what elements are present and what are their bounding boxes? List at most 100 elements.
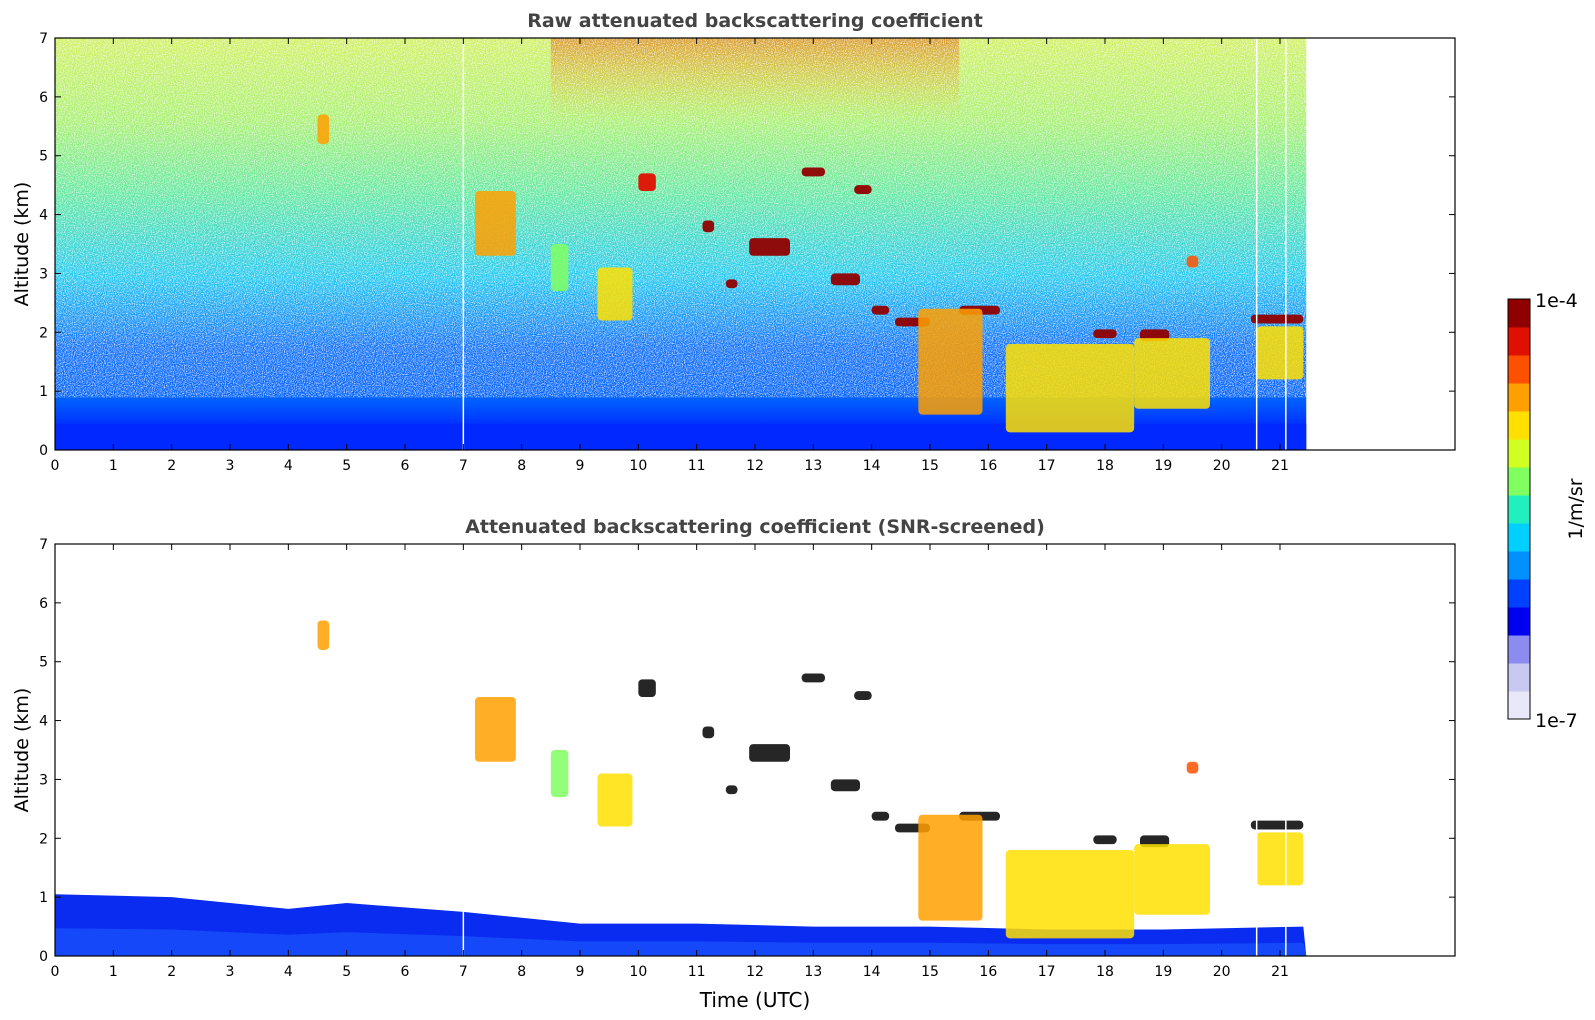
x-tick-label: 12 xyxy=(746,458,764,474)
feature-10 xyxy=(854,185,872,194)
panel-raw: Raw attenuated backscattering coefficien… xyxy=(11,10,1456,474)
colorbar-frame xyxy=(1507,298,1531,720)
feature-2 xyxy=(550,750,569,798)
colorbar-step xyxy=(1508,327,1530,356)
x-tick-label: 12 xyxy=(746,964,764,980)
colorbar-step xyxy=(1508,523,1530,552)
feature-14 xyxy=(918,814,983,921)
feature-9 xyxy=(830,273,860,286)
raw-y-axis-label: Altitude (km) xyxy=(11,182,33,307)
panel-screened-title: Attenuated backscattering coefficient (S… xyxy=(465,516,1045,538)
raw-heatmap xyxy=(55,38,1307,450)
x-tick-label: 1 xyxy=(109,458,118,474)
x-tick-label: 7 xyxy=(459,964,468,980)
x-tick-label: 15 xyxy=(921,964,939,980)
x-tick-label: 3 xyxy=(226,964,235,980)
x-tick-label: 2 xyxy=(167,458,176,474)
x-tick-label: 13 xyxy=(804,458,822,474)
y-tick-label: 2 xyxy=(39,325,48,341)
y-tick-label: 5 xyxy=(39,149,48,165)
x-tick-label: 15 xyxy=(921,458,939,474)
feature-20 xyxy=(1250,314,1304,324)
y-tick-label: 3 xyxy=(39,266,48,282)
x-tick-label: 18 xyxy=(1096,964,1114,980)
colorbar-max-label: 1e-4 xyxy=(1535,290,1578,312)
colorbar-unit-label: 1/m/sr xyxy=(1565,478,1587,539)
x-tick-label: 5 xyxy=(342,458,351,474)
x-tick-label: 19 xyxy=(1154,458,1172,474)
feature-15 xyxy=(1005,850,1135,939)
feature-0 xyxy=(317,620,330,650)
feature-5 xyxy=(702,726,715,739)
feature-6 xyxy=(725,785,738,795)
feature-5 xyxy=(702,220,715,233)
x-axis-label: Time (UTC) xyxy=(699,988,811,1012)
colorbar: 1e-4 1e-7 1/m/sr xyxy=(1507,290,1587,732)
x-tick-label: 21 xyxy=(1271,458,1289,474)
x-tick-label: 6 xyxy=(401,964,410,980)
raw-noise-speckle xyxy=(55,38,1307,398)
feature-7 xyxy=(749,744,790,762)
feature-8 xyxy=(801,167,825,177)
x-tick-label: 0 xyxy=(51,458,60,474)
colorbar-step xyxy=(1508,635,1530,664)
feature-16 xyxy=(1093,835,1117,845)
y-tick-label: 1 xyxy=(39,384,48,400)
feature-2 xyxy=(550,244,569,292)
screened-y-ticks: 0 1 2 3 4 5 6 7 xyxy=(39,537,1455,965)
feature-10 xyxy=(854,691,872,700)
x-tick-label: 2 xyxy=(167,964,176,980)
x-tick-label: 16 xyxy=(979,458,997,474)
raw-x-ticks: 0 1 2 3 4 5 6 7 8 9 10 11 12 13 14 15 16 17 18 19 20 21 xyxy=(51,38,1289,474)
y-tick-label: 2 xyxy=(39,831,48,847)
x-tick-label: 14 xyxy=(863,964,881,980)
feature-1 xyxy=(475,697,516,762)
x-tick-label: 14 xyxy=(863,458,881,474)
x-tick-label: 17 xyxy=(1038,964,1056,980)
y-tick-label: 6 xyxy=(39,596,48,612)
feature-14 xyxy=(918,308,983,415)
screened-boundary-layer-core xyxy=(55,928,1307,956)
x-tick-label: 1 xyxy=(109,964,118,980)
y-tick-label: 7 xyxy=(39,31,48,47)
feature-16 xyxy=(1093,329,1117,339)
colorbar-step xyxy=(1508,495,1530,524)
colorbar-step xyxy=(1508,691,1530,720)
feature-19 xyxy=(1186,255,1199,268)
colorbar-step xyxy=(1508,663,1530,692)
x-tick-label: 11 xyxy=(688,458,706,474)
colorbar-step xyxy=(1508,411,1530,440)
y-tick-label: 4 xyxy=(39,714,48,730)
y-tick-label: 3 xyxy=(39,772,48,788)
feature-6 xyxy=(725,279,738,289)
colorbar-min-label: 1e-7 xyxy=(1535,710,1578,732)
feature-1 xyxy=(475,191,516,256)
panel-screened: Attenuated backscattering coefficient (S… xyxy=(11,516,1456,1012)
feature-4 xyxy=(638,173,656,192)
feature-11 xyxy=(871,305,890,315)
x-tick-label: 17 xyxy=(1038,458,1056,474)
x-tick-label: 6 xyxy=(401,458,410,474)
x-tick-label: 21 xyxy=(1271,964,1289,980)
feature-7 xyxy=(749,238,790,256)
feature-15 xyxy=(1005,344,1135,433)
x-tick-label: 20 xyxy=(1213,964,1231,980)
screened-x-ticks: 0 1 2 3 4 5 6 7 8 9 10 11 12 13 14 15 16 17 18 19 20 21 xyxy=(51,544,1289,980)
x-tick-label: 4 xyxy=(284,964,293,980)
x-tick-label: 10 xyxy=(629,458,647,474)
colorbar-step xyxy=(1508,299,1530,328)
feature-20 xyxy=(1250,820,1304,830)
y-tick-label: 0 xyxy=(39,443,48,459)
feature-11 xyxy=(871,811,890,821)
x-tick-label: 0 xyxy=(51,964,60,980)
x-tick-label: 13 xyxy=(804,964,822,980)
feature-3 xyxy=(597,773,633,827)
colorbar-step xyxy=(1508,467,1530,496)
screened-heatmap xyxy=(55,544,1307,956)
feature-4 xyxy=(638,679,656,698)
panel-raw-title: Raw attenuated backscattering coefficien… xyxy=(527,10,983,32)
x-tick-label: 16 xyxy=(979,964,997,980)
x-tick-label: 5 xyxy=(342,964,351,980)
feature-19 xyxy=(1186,761,1199,774)
